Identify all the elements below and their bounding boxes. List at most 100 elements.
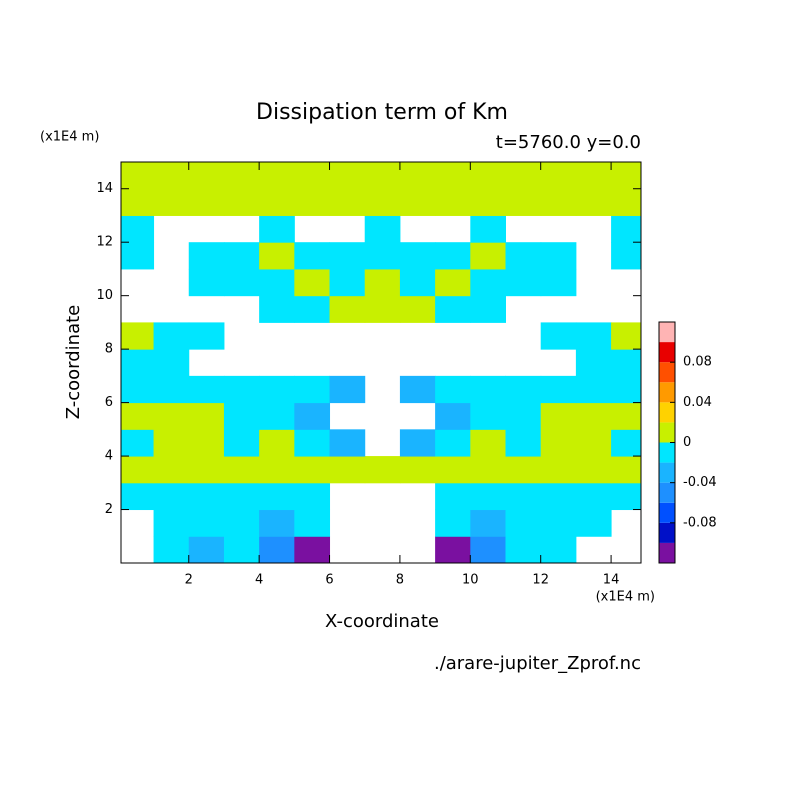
field-cell [223, 402, 260, 430]
field-cell [470, 162, 507, 190]
field-cell [364, 456, 401, 484]
y-tick-label: 8 [105, 342, 113, 357]
field-cell [435, 242, 471, 270]
field-cell [329, 456, 366, 484]
field-cell [188, 536, 225, 563]
field-cell [121, 322, 155, 350]
field-cell [294, 429, 331, 457]
field-cell [153, 456, 190, 484]
colorbar-box [659, 402, 675, 423]
field-cell [435, 482, 471, 511]
field-cell [294, 188, 331, 216]
field-cell [470, 215, 507, 243]
field-cell [223, 456, 260, 484]
field-cell [505, 429, 542, 457]
x-tick-label: 6 [325, 573, 333, 588]
field-cell [223, 375, 260, 404]
field-cell [470, 429, 507, 457]
colorbar-box [659, 322, 675, 343]
field-cell [505, 482, 542, 511]
field-cell [540, 162, 577, 190]
colorbar-tick-label: 0.08 [683, 355, 712, 370]
field-cell [399, 295, 436, 323]
field-cell [611, 215, 641, 243]
field-cell [294, 268, 331, 297]
colorbar-tick-label: 0 [683, 435, 691, 450]
y-tick-label: 6 [105, 395, 113, 410]
field-cell [153, 375, 190, 404]
field-cell [259, 295, 295, 323]
field-cell [223, 429, 260, 457]
field-cell [470, 482, 507, 511]
field-cell [435, 509, 471, 537]
field-cell [435, 268, 471, 297]
x-tick-label: 14 [603, 573, 620, 588]
field-cell [329, 295, 366, 323]
field-cell [223, 188, 260, 216]
field-cell [540, 482, 577, 511]
field-cell [611, 349, 641, 377]
field-cell [259, 162, 295, 190]
field-cell [259, 242, 295, 270]
chart-title: Dissipation term of Km [256, 100, 508, 125]
field [121, 162, 641, 563]
field-cell [294, 402, 331, 430]
field-cell [575, 375, 612, 404]
field-cell [540, 536, 577, 563]
field-cell [611, 242, 641, 270]
field-cell [121, 482, 155, 511]
field-cell [223, 268, 260, 297]
field-cell [611, 429, 641, 457]
field-cell [121, 429, 155, 457]
field-cell [188, 456, 225, 484]
field-cell [223, 242, 260, 270]
field-cell [470, 456, 507, 484]
field-cell [188, 162, 225, 190]
field-cell [575, 322, 612, 350]
field-cell [540, 242, 577, 270]
field-cell [399, 268, 436, 297]
field-cell [611, 402, 641, 430]
field-cell [121, 215, 155, 243]
x-unit: (x1E4 m) [596, 590, 655, 605]
field-cell [611, 456, 641, 484]
field-cell [259, 375, 295, 404]
field-cell [294, 295, 331, 323]
field-cell [540, 322, 577, 350]
field-cell [470, 509, 507, 537]
colorbar-box [659, 342, 675, 363]
field-cell [223, 482, 260, 511]
field-cell [223, 536, 260, 563]
field-cell [470, 242, 507, 270]
field-cell [259, 429, 295, 457]
field-cell [259, 536, 295, 563]
field-cell [611, 375, 641, 404]
field-cell [188, 242, 225, 270]
field-cell [259, 268, 295, 297]
field-cell [364, 215, 401, 243]
field-cell [505, 162, 542, 190]
field-cell [329, 375, 366, 404]
field-cell [505, 188, 542, 216]
field-cell [540, 188, 577, 216]
colorbar-box [659, 362, 675, 383]
field-cell [294, 375, 331, 404]
field-cell [188, 429, 225, 457]
colorbar-box [659, 462, 675, 483]
chart-subtitle: t=5760.0 y=0.0 [496, 132, 641, 153]
field-cell [470, 536, 507, 563]
x-axis-label: X-coordinate [325, 611, 439, 632]
field-cell [505, 536, 542, 563]
field-cell [470, 188, 507, 216]
field-cell [188, 482, 225, 511]
colorbar-box [659, 482, 675, 503]
field-cell [540, 509, 577, 537]
field-cell [153, 402, 190, 430]
field-cell [575, 429, 612, 457]
field-cell [540, 429, 577, 457]
colorbar-box [659, 542, 675, 563]
colorbar-tick-label: 0.04 [683, 395, 712, 410]
field-cell [294, 242, 331, 270]
field-cell [399, 242, 436, 270]
field-cell [153, 188, 190, 216]
